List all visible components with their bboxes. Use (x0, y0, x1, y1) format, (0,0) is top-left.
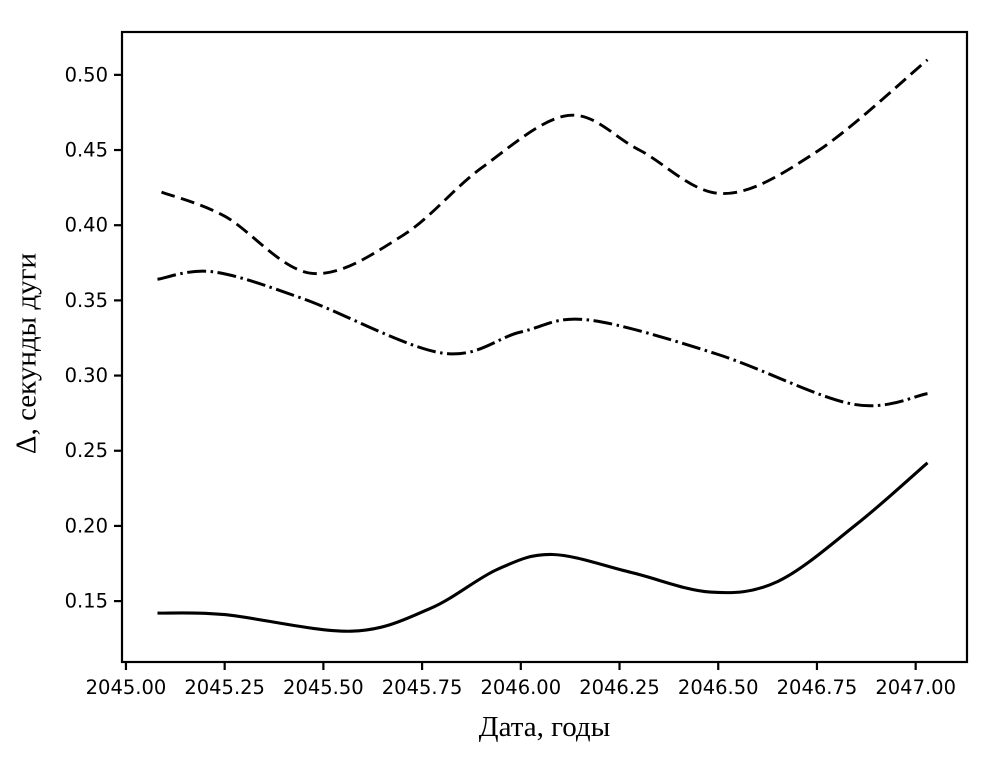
y-axis-label: Δ, секунды дуги (10, 252, 43, 455)
solid-curve (157, 461, 929, 633)
y-tick-label: 0.15 (65, 590, 108, 613)
dash-dot-curve (157, 269, 928, 408)
x-tick-label: 2045.25 (184, 676, 265, 699)
x-tick-label: 2046.75 (777, 676, 858, 699)
plot-frame (120, 30, 969, 664)
y-tick-label: 0.20 (65, 514, 108, 537)
x-tick-label: 2045.75 (382, 676, 463, 699)
y-tick-label: 0.30 (65, 364, 108, 387)
x-tick-label: 2046.00 (480, 676, 561, 699)
y-tick-label: 0.50 (65, 63, 108, 86)
x-axis-label: Дата, годы (478, 711, 611, 743)
x-tick-label: 2045.00 (86, 676, 167, 699)
y-tick-label: 0.45 (65, 139, 108, 162)
x-tick-label: 2046.50 (678, 676, 759, 699)
y-tick-label: 0.25 (65, 439, 108, 462)
dashed-curve (160, 58, 929, 276)
x-tick-label: 2045.50 (283, 676, 364, 699)
x-tick-label: 2046.25 (579, 676, 660, 699)
y-tick-label: 0.40 (65, 214, 108, 237)
y-tick-label: 0.35 (65, 289, 108, 312)
x-tick-label: 2047.00 (875, 676, 956, 699)
